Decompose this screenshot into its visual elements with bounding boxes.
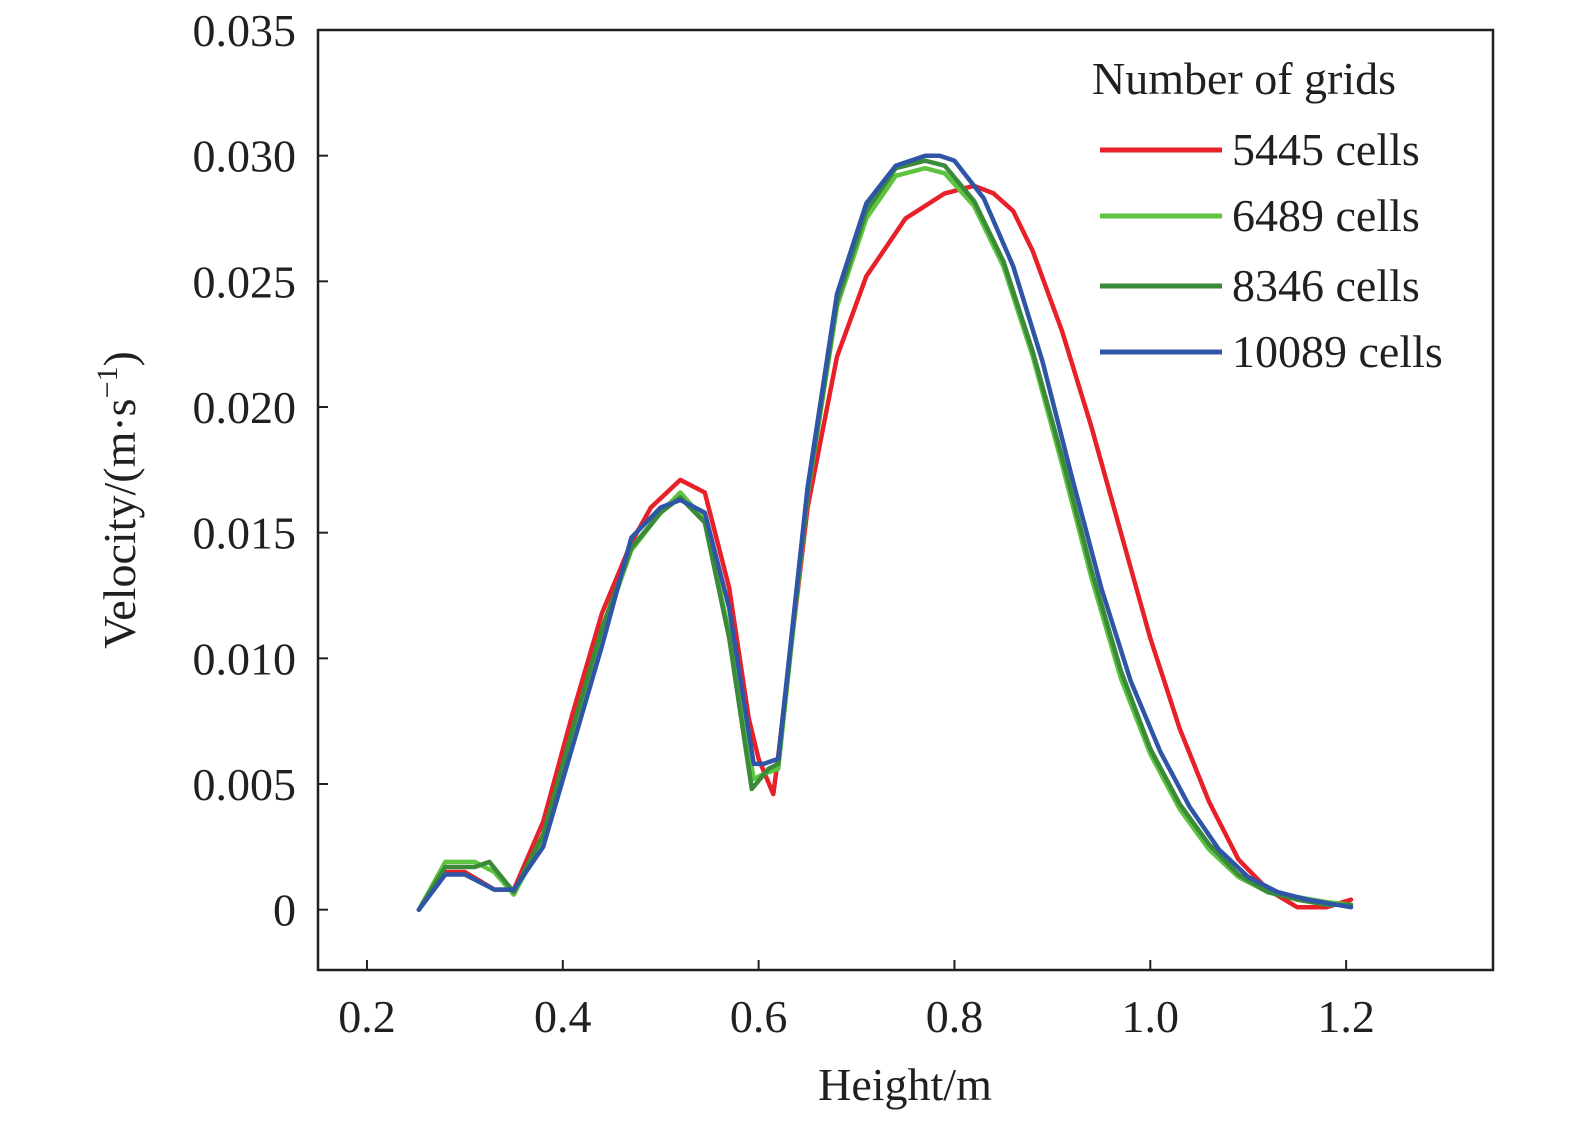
series-lines (416, 153, 1354, 912)
y-tick-label: 0.030 (193, 131, 297, 182)
y-tick-label: 0.020 (193, 382, 297, 433)
legend-title: Number of grids (1092, 53, 1396, 104)
x-tick-label: 0.4 (534, 991, 592, 1042)
legend-label-2: 6489 cells (1232, 190, 1420, 241)
y-tick-label: 0.010 (193, 633, 297, 684)
series-line-1 (416, 183, 1354, 912)
y-axis-ticks: 0 0.005 0.010 0.015 0.020 0.025 0.030 0.035 (193, 5, 328, 936)
legend-label-4: 10089 cells (1232, 326, 1443, 377)
x-axis-ticks: 0.2 0.4 0.6 0.8 1.0 1.2 (338, 960, 1375, 1042)
x-tick-label: 0.8 (926, 991, 984, 1042)
plot-frame (316, 28, 1495, 972)
series-line-3 (416, 158, 1354, 912)
series-line-4 (416, 153, 1354, 912)
x-tick-label: 0.2 (338, 991, 396, 1042)
legend-label-1: 5445 cells (1232, 124, 1420, 175)
y-tick-label: 0 (273, 885, 296, 936)
legend: Number of grids 5445 cells 6489 cells 8346… (1092, 53, 1443, 377)
y-axis-title-prefix: Velocity/(m·s (94, 398, 145, 648)
x-tick-label: 0.6 (730, 991, 788, 1042)
x-tick-label: 1.2 (1317, 991, 1375, 1042)
y-tick-label: 0.035 (193, 5, 297, 56)
legend-label-3: 8346 cells (1232, 260, 1420, 311)
y-tick-label: 0.025 (193, 256, 297, 307)
x-axis-title: Height/m (818, 1059, 992, 1110)
x-tick-label: 1.0 (1122, 991, 1180, 1042)
y-axis-title-suffix: ) (94, 351, 145, 366)
y-axis-title-sup: −1 (91, 367, 124, 399)
y-tick-label: 0.015 (193, 508, 297, 559)
y-axis-title: Velocity/(m·s−1) (91, 351, 145, 649)
y-tick-label: 0.005 (193, 759, 297, 810)
